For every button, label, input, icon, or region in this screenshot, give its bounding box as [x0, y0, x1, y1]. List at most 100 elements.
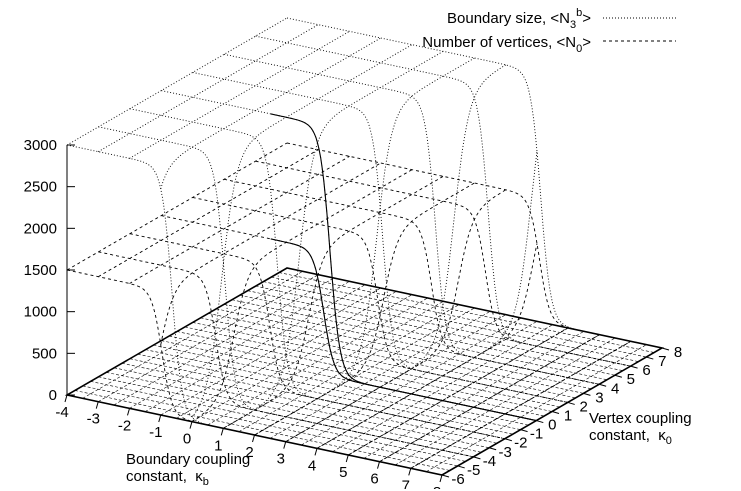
grid-line — [153, 344, 529, 426]
x-tick-mark — [189, 421, 193, 429]
y-tick-mark — [489, 447, 497, 451]
x-axis-title-line1: Boundary coupling — [126, 451, 251, 468]
x-tick-mark — [345, 454, 349, 463]
boundary-size-surface-curve — [66, 17, 288, 146]
x-tick-label: -1 — [149, 424, 162, 441]
x-tick-label: 2 — [245, 444, 253, 461]
grid-line — [98, 376, 474, 458]
base-plane — [64, 267, 665, 476]
z-tick-label: 1500 — [24, 262, 57, 279]
x-tick-mark — [127, 408, 130, 416]
grid-line — [145, 349, 521, 430]
grid-line — [239, 294, 615, 376]
x-tick-label: -2 — [118, 417, 131, 434]
x-tick-label: -3 — [87, 411, 100, 428]
z-tick-label: 1000 — [24, 304, 57, 321]
number-of-vertices-surface-curve — [160, 162, 381, 345]
grid-line — [279, 272, 655, 353]
x-tick-label: 1 — [214, 437, 222, 454]
y-tick-mark — [536, 420, 544, 424]
x-tick-label: 7 — [402, 477, 410, 489]
y-tick-mark — [520, 429, 528, 433]
number-of-vertices-surface-curve — [191, 169, 413, 422]
grid-line — [137, 353, 513, 435]
x-axis-title: Boundary coupling constant, κb — [126, 451, 250, 491]
y-tick-label: -2 — [514, 435, 527, 452]
x-tick-mark — [220, 428, 224, 436]
y-tick-label: -6 — [451, 471, 464, 488]
grid-line — [176, 331, 553, 412]
boundary-size-surface-curve — [254, 57, 475, 436]
x-tick-mark — [377, 461, 380, 469]
number-of-vertices-surface-curve — [285, 189, 506, 443]
grid-line — [169, 335, 545, 417]
x-tick-mark — [95, 401, 99, 409]
x-tick-label: -4 — [55, 404, 68, 421]
grid-line — [301, 317, 522, 446]
z-tick-label: 500 — [32, 345, 57, 362]
grid-line — [90, 381, 466, 462]
x-tick-mark — [314, 448, 318, 456]
z-tick-label: 0 — [49, 387, 57, 404]
x-tick-label: 5 — [339, 464, 347, 481]
grid-line — [216, 308, 592, 390]
legend-label-number-of-vertices: Number of vertices, <N0> — [422, 34, 591, 55]
x-tick-label: 3 — [277, 451, 285, 468]
y-tick-label: 4 — [611, 380, 619, 397]
number-of-vertices-surface-curve — [98, 149, 319, 278]
y-axis-title-line1: Vertex coupling — [589, 410, 692, 427]
grid-line — [255, 285, 631, 367]
y-axis-title-line2: constant, κ0 — [589, 427, 672, 447]
y-tick-mark — [441, 474, 450, 478]
x-tick-mark — [439, 474, 443, 483]
grid-line — [247, 290, 623, 371]
number-of-vertices-surface-curve — [129, 155, 350, 284]
grid-line — [114, 367, 490, 449]
grid-line — [161, 340, 537, 421]
y-tick-label: 3 — [595, 389, 603, 406]
y-tick-label: 7 — [658, 353, 666, 370]
y-tick-label: -3 — [498, 444, 511, 461]
grid-line — [379, 334, 600, 462]
y-tick-mark — [457, 465, 465, 469]
number-of-vertices-surface-curve — [316, 243, 538, 449]
boundary-size-surface-curve — [129, 30, 350, 159]
y-tick-mark — [661, 347, 670, 351]
grid-line — [285, 314, 506, 442]
y-tick-label: 2 — [580, 398, 588, 415]
grid-line — [263, 281, 639, 362]
boundary-size-surface-curve — [191, 44, 413, 418]
y-tick-label: -4 — [483, 453, 496, 470]
x-tick-mark — [64, 394, 68, 403]
grid-line — [82, 385, 458, 467]
grid-line — [144, 284, 366, 412]
grid-line — [200, 317, 576, 399]
x-tick-mark — [408, 468, 412, 476]
grid-line — [192, 322, 568, 403]
y-tick-label: 6 — [642, 362, 650, 379]
grid-line — [129, 358, 505, 440]
boundary-size-surface-curve — [223, 50, 444, 429]
boundary-size-surface-curve — [98, 24, 319, 153]
y-tick-label: 5 — [627, 371, 635, 388]
grid-line — [184, 326, 560, 408]
boundary-size-surface-curve — [316, 151, 538, 449]
x-tick-mark — [283, 441, 287, 449]
x-tick-mark — [158, 414, 162, 423]
y-tick-mark — [614, 374, 622, 378]
grid-line — [74, 390, 450, 471]
grid-line — [208, 313, 584, 394]
surface-layer — [66, 17, 663, 476]
x-tick-label: 8 — [433, 484, 441, 489]
number-of-vertices-solid-line — [270, 238, 537, 422]
number-of-vertices-surface-curve — [223, 175, 444, 429]
x-tick-label: 6 — [370, 471, 378, 488]
y-tick-mark — [551, 411, 560, 414]
grid-line — [129, 281, 350, 409]
grid-line — [224, 303, 600, 385]
y-tick-label: -5 — [467, 462, 480, 479]
z-tick-label: 2500 — [24, 179, 57, 196]
x-tick-mark — [252, 434, 255, 443]
